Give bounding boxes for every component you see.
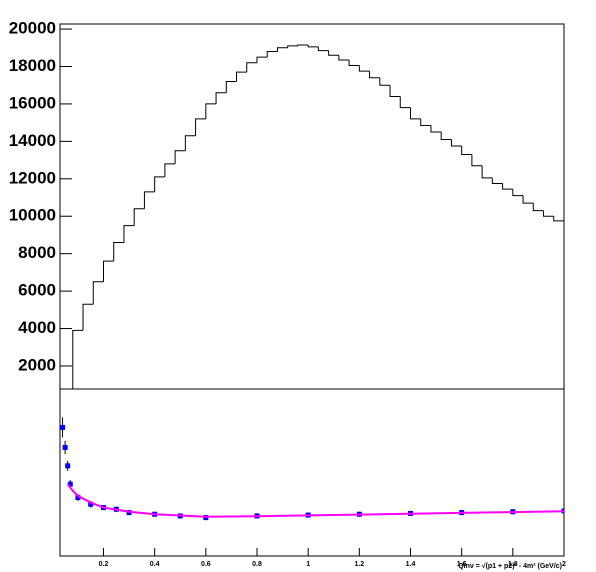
point <box>75 495 81 501</box>
histogram-step <box>553 216 564 222</box>
histogram-step <box>481 165 493 179</box>
histogram-step <box>491 177 503 184</box>
histogram-step <box>389 85 401 97</box>
axes: 2000 4000 6000 8000 10000 12000 14000 16000 1800… <box>9 19 566 568</box>
y-tick-label: 20000 <box>9 19 56 38</box>
ratio-area <box>60 417 564 521</box>
histogram-step <box>543 210 554 217</box>
histogram-step <box>72 329 84 389</box>
histogram-step <box>276 47 288 52</box>
histogram-step <box>328 50 339 56</box>
histogram-step <box>297 44 309 46</box>
histogram-step <box>184 135 196 151</box>
histogram-step <box>287 45 298 48</box>
histogram-step <box>471 154 483 167</box>
histogram-step <box>338 55 350 61</box>
histogram-step <box>440 132 452 140</box>
y-tick-label: 6000 <box>18 281 56 300</box>
point <box>88 501 94 507</box>
histogram-step <box>461 146 472 155</box>
histogram-step <box>348 59 360 67</box>
y-tick-label: 4000 <box>18 318 56 337</box>
histogram-step <box>82 303 94 331</box>
histogram-step <box>266 51 278 58</box>
y-tick-label: 8000 <box>18 243 56 262</box>
histogram-step <box>522 195 534 204</box>
histogram-step <box>358 65 370 72</box>
y-tick-label: 12000 <box>9 168 56 187</box>
x-tick-label: 0.4 <box>150 561 160 568</box>
x-tick-label: 1.2 <box>354 561 364 568</box>
histogram-step <box>307 44 319 48</box>
histogram-step <box>256 56 268 63</box>
histogram-step <box>113 241 124 262</box>
y-tick-label: 10000 <box>9 206 56 225</box>
y-tick-label: 16000 <box>9 93 56 112</box>
histogram-step <box>195 118 206 136</box>
histogram-step <box>174 150 186 164</box>
x-axis-title: Qinv = √(p1 + p2)² - 4m² (GeV/c) <box>458 562 562 570</box>
histogram-step <box>143 191 155 209</box>
histogram-step <box>164 163 176 177</box>
histogram-step <box>399 96 411 109</box>
x-tick-label: 1.4 <box>406 561 416 568</box>
histogram-step <box>225 80 237 93</box>
histogram-step <box>379 77 391 86</box>
histogram-step <box>317 46 329 52</box>
histogram-step <box>246 62 257 73</box>
histogram-area <box>72 44 564 389</box>
x-tick-label: 0.2 <box>99 561 109 568</box>
fit-line <box>66 483 564 518</box>
histogram-step <box>154 176 165 192</box>
histogram-step <box>409 107 421 120</box>
y-tick-label: 14000 <box>9 131 56 150</box>
point <box>60 424 66 430</box>
histogram-step <box>502 183 513 190</box>
x-tick-label: 0.6 <box>201 561 211 568</box>
histogram-step <box>512 189 524 197</box>
histogram-step <box>102 260 114 282</box>
point <box>67 481 73 487</box>
top-frame <box>59 23 565 390</box>
x-tick-label: 1.6 <box>457 561 467 568</box>
point <box>65 463 71 469</box>
histogram-step <box>532 203 544 212</box>
x-tick-label: 1.8 <box>508 561 518 568</box>
histogram-step <box>450 139 462 147</box>
point <box>62 444 68 450</box>
y-tick-label: 18000 <box>9 56 56 75</box>
histogram-step <box>215 92 227 104</box>
y-tick-label: 2000 <box>18 355 56 374</box>
histogram-step <box>369 71 380 79</box>
histogram-step <box>133 208 145 226</box>
histogram-step <box>123 225 135 243</box>
histogram-step <box>92 281 104 305</box>
histogram-step <box>236 71 247 82</box>
x-tick-label: 0.8 <box>252 561 262 568</box>
x-tick-label: 2 <box>562 561 566 568</box>
x-tick-label: 1 <box>306 561 310 568</box>
histogram-step <box>430 125 442 133</box>
histogram-step <box>205 103 217 119</box>
bottom-frame <box>59 388 565 557</box>
histogram-step <box>420 118 431 126</box>
